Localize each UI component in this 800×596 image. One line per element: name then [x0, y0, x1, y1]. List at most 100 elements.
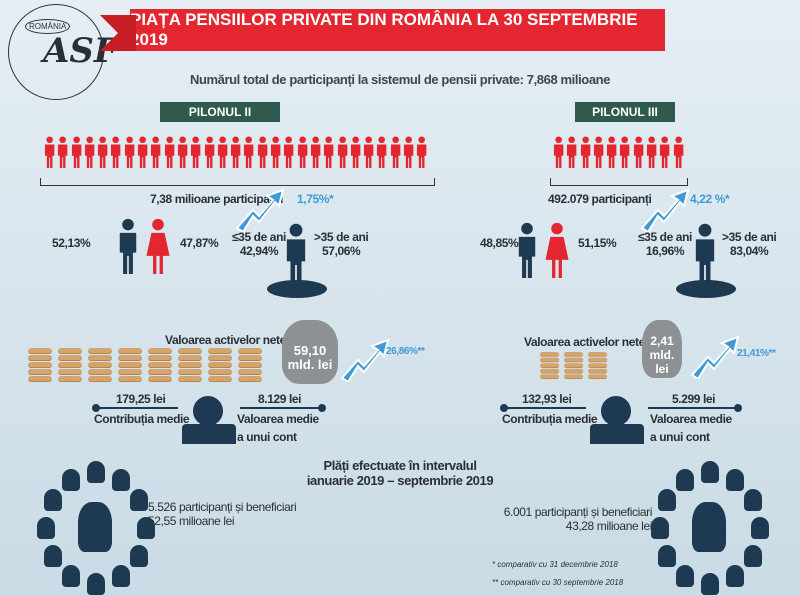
person-icon — [119, 218, 137, 274]
person-icon — [71, 136, 81, 169]
person-icon — [647, 136, 657, 169]
brace — [550, 178, 688, 186]
man-icon — [118, 218, 138, 279]
pilon2-assets-label: Valoarea activelor nete — [165, 333, 286, 347]
person-icon — [377, 136, 387, 169]
person-head — [601, 396, 631, 426]
woman-icon — [146, 218, 170, 274]
old-share: 57,06% — [322, 244, 361, 258]
pilon3-payments: 6.001 participanți și beneficiari 43,28 m… — [504, 505, 653, 533]
pilon2-account: 8.129 lei — [258, 392, 302, 406]
person-icon — [151, 136, 161, 169]
account-label: a unui cont — [650, 430, 710, 444]
pilon2-growth: 1,75%* — [297, 192, 334, 206]
line — [240, 407, 320, 409]
coin-stack-icon — [208, 348, 232, 382]
person-icon — [403, 136, 414, 169]
person-icon — [620, 136, 630, 169]
person-icon — [204, 136, 214, 169]
person-icon — [62, 468, 80, 491]
person-icon — [43, 489, 62, 511]
old-label: >35 de ani — [722, 230, 777, 244]
person-icon — [138, 136, 148, 169]
coin-stack-icon — [28, 348, 52, 382]
person-icon — [567, 136, 577, 169]
person-icon — [297, 136, 307, 169]
pilon2-assets-value: 59,10 — [293, 343, 327, 358]
footnote-2: ** comparativ cu 30 septembrie 2018 — [492, 578, 624, 587]
pilon2-pay-amount: 52,55 milioane lei — [148, 514, 235, 528]
old-label: >35 de ani — [314, 230, 369, 244]
contrib-label: Contribuția medie — [502, 412, 598, 426]
young-share: 16,96% — [645, 244, 685, 258]
coin-stack-icon — [588, 352, 608, 380]
person-icon — [44, 136, 55, 169]
person-icon — [98, 136, 108, 169]
beneficiaries-circle-icon — [650, 461, 770, 595]
person-icon — [177, 136, 188, 169]
person-icon — [284, 136, 294, 169]
payments-title-line1: Plăți efectuate în intervalul — [323, 458, 477, 473]
man-icon — [517, 222, 537, 283]
pilon2-pay-count: 5.526 participanți și beneficiari — [148, 500, 297, 514]
money-bag-icon: 59,10 mld. lei — [282, 320, 338, 384]
growth-arrow-icon — [235, 188, 285, 232]
old-group: >35 de ani 57,06% — [314, 230, 369, 258]
pilon2-participants: 7,38 milioane participanți — [150, 192, 283, 206]
line — [96, 407, 178, 409]
person-icon — [607, 136, 617, 169]
young-group: ≤35 de ani 16,96% — [638, 230, 692, 258]
person-icon — [270, 136, 281, 169]
coin-stack-icon — [564, 352, 584, 380]
women-share: 51,15% — [578, 236, 617, 250]
person-icon — [285, 222, 307, 291]
person-icon — [390, 136, 401, 169]
person-icon — [324, 136, 334, 169]
pilon3-assets-label: Valoarea activelor nete — [524, 335, 645, 349]
pilon3-pay-amount: 43,28 milioane lei — [565, 519, 653, 533]
person-body — [182, 424, 236, 444]
pilon3-people-row — [553, 135, 684, 169]
assets-unit: mld. lei — [287, 357, 333, 372]
person-icon — [751, 517, 769, 539]
person-icon — [130, 489, 149, 511]
coin-stack-icon — [118, 348, 142, 382]
men-share: 48,85% — [480, 236, 519, 250]
line — [504, 407, 586, 409]
person-icon — [217, 136, 228, 169]
person-head — [193, 396, 223, 426]
person-icon — [124, 136, 135, 169]
old-share: 83,04% — [730, 244, 769, 258]
person-icon — [337, 136, 347, 169]
pilon2-contrib: 179,25 lei — [116, 392, 166, 406]
person-icon — [673, 136, 684, 169]
person-body — [590, 424, 644, 444]
person-icon — [257, 136, 268, 169]
account-label: a unui cont — [237, 430, 297, 444]
men-share: 52,13% — [52, 236, 91, 250]
assets-unit: mld. lei — [649, 348, 675, 376]
pilon3-account: 5.299 lei — [672, 392, 716, 406]
dot — [318, 404, 326, 412]
person-icon — [744, 489, 763, 511]
person-icon — [593, 136, 604, 169]
payments-title: Plăți efectuate în intervalul ianuarie 20… — [0, 458, 800, 488]
person-icon — [695, 223, 715, 286]
person-icon — [701, 573, 719, 595]
dot — [734, 404, 742, 412]
person-icon — [651, 517, 669, 539]
old-group: >35 de ani 83,04% — [722, 230, 777, 258]
person-icon — [244, 136, 254, 169]
person-icon — [112, 565, 130, 588]
woman-icon — [545, 222, 569, 278]
person-icon — [417, 136, 427, 169]
person-icon — [726, 565, 744, 588]
woman-icon — [545, 222, 569, 283]
person-icon — [633, 136, 644, 169]
page-title: PIAȚA PENSIILOR PRIVATE DIN ROMÂNIA LA 3… — [100, 9, 665, 51]
line — [648, 407, 736, 409]
person-icon — [580, 136, 590, 169]
person-icon — [726, 468, 744, 491]
person-icon — [37, 517, 55, 539]
growth-arrow-icon — [640, 188, 690, 232]
